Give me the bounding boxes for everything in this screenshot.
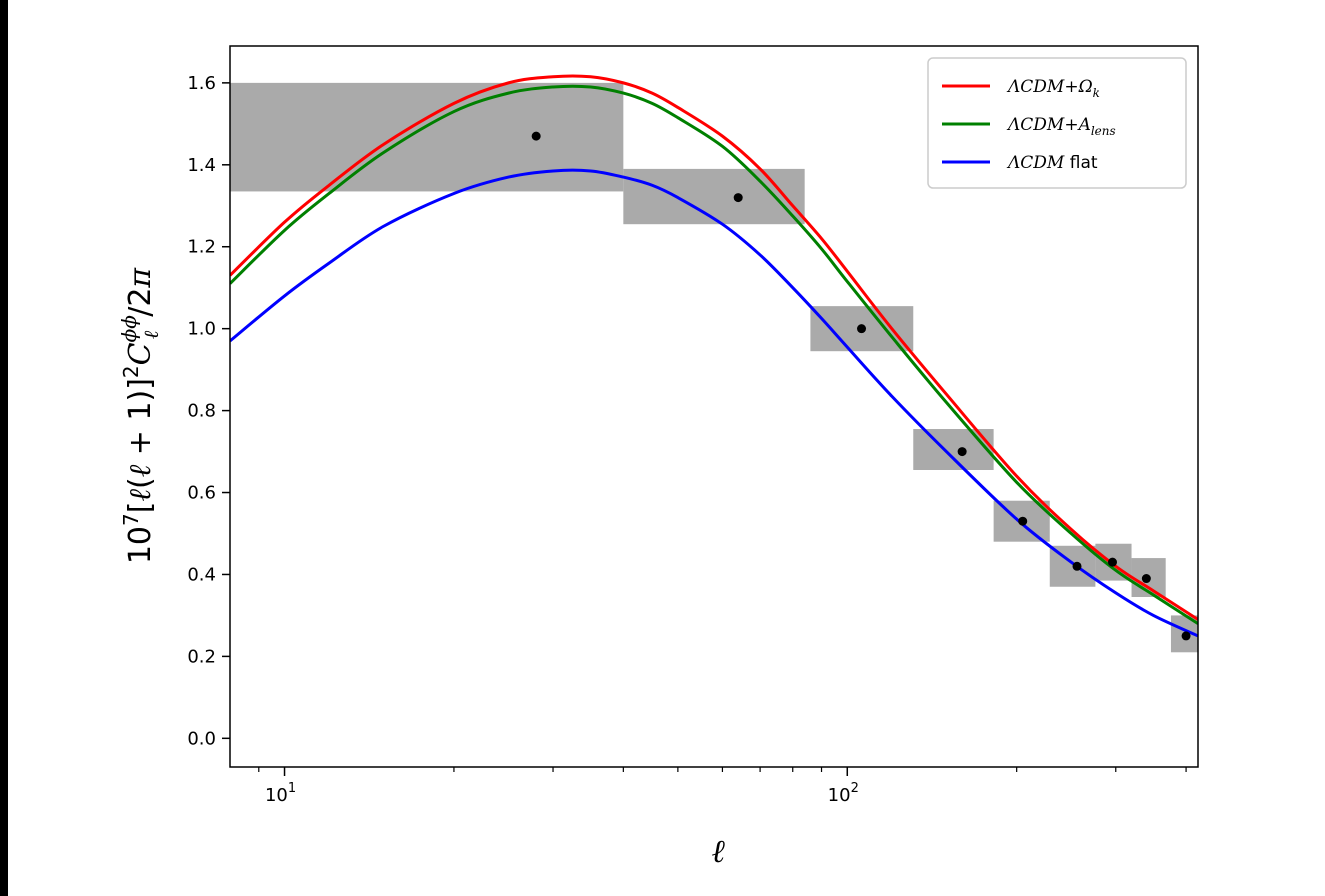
y-tick-label-9: 1.6: [187, 73, 216, 94]
y-axis-title: 107[ℓ(ℓ + 1)]2Cϕϕℓ/2π: [117, 267, 163, 565]
data-point-7: [1107, 557, 1117, 567]
x-tick-label-2: 102: [828, 781, 859, 806]
data-point-2: [733, 193, 743, 203]
error-box-1: [230, 82, 624, 192]
model-curves: [230, 74, 1198, 638]
legend-label-3: ΛCDM flat: [1006, 153, 1098, 173]
data-point-6: [1072, 561, 1082, 571]
data-point-3: [857, 324, 867, 334]
chart-svg: 0.0 0.2 0.4 0.6 0.8 1.0 1.2 1.4 1.6 101 102 ΛCDM+…: [117, 45, 1199, 870]
x-axis-ticks: 101 102: [258, 767, 1187, 806]
legend: ΛCDM+Ωk ΛCDM+Alens ΛCDM flat: [927, 57, 1187, 189]
data-point-5: [1018, 516, 1028, 526]
y-tick-label-8: 1.4: [187, 155, 216, 176]
data-point-4: [957, 447, 967, 457]
y-tick-label-1: 0.0: [187, 728, 216, 749]
y-tick-label-5: 0.8: [187, 401, 216, 422]
x-tick-label-1: 101: [265, 781, 296, 806]
data-point-8: [1141, 574, 1151, 584]
x-axis-title: ℓ: [711, 832, 725, 870]
series-line-2: [230, 84, 1198, 625]
data-point-1: [531, 131, 541, 141]
y-tick-label-7: 1.2: [187, 237, 216, 258]
svg-text:107[ℓ(ℓ + 1)]2Cϕϕℓ/2π: 107[ℓ(ℓ + 1)]2Cϕϕℓ/2π: [117, 267, 163, 565]
series-line-3: [230, 168, 1198, 638]
legend-box: [927, 57, 1187, 189]
axes-frame: [229, 45, 1199, 768]
error-box-2: [623, 168, 805, 225]
y-tick-label-4: 0.6: [187, 483, 216, 504]
y-tick-label-3: 0.4: [187, 564, 216, 585]
y-tick-label-2: 0.2: [187, 646, 216, 667]
legend-label-2: ΛCDM+Alens: [1006, 115, 1116, 138]
legend-label-1: ΛCDM+Ωk: [1006, 77, 1100, 100]
y-axis-ticks: 0.0 0.2 0.4 0.6 0.8 1.0 1.2 1.4 1.6: [187, 73, 230, 749]
y-tick-label-6: 1.0: [187, 319, 216, 340]
data-points: [531, 131, 1191, 641]
data-point-9: [1181, 631, 1191, 641]
series-line-1: [230, 74, 1198, 621]
figure-canvas: 0.0 0.2 0.4 0.6 0.8 1.0 1.2 1.4 1.6 101 102 ΛCDM+…: [8, 0, 1325, 896]
